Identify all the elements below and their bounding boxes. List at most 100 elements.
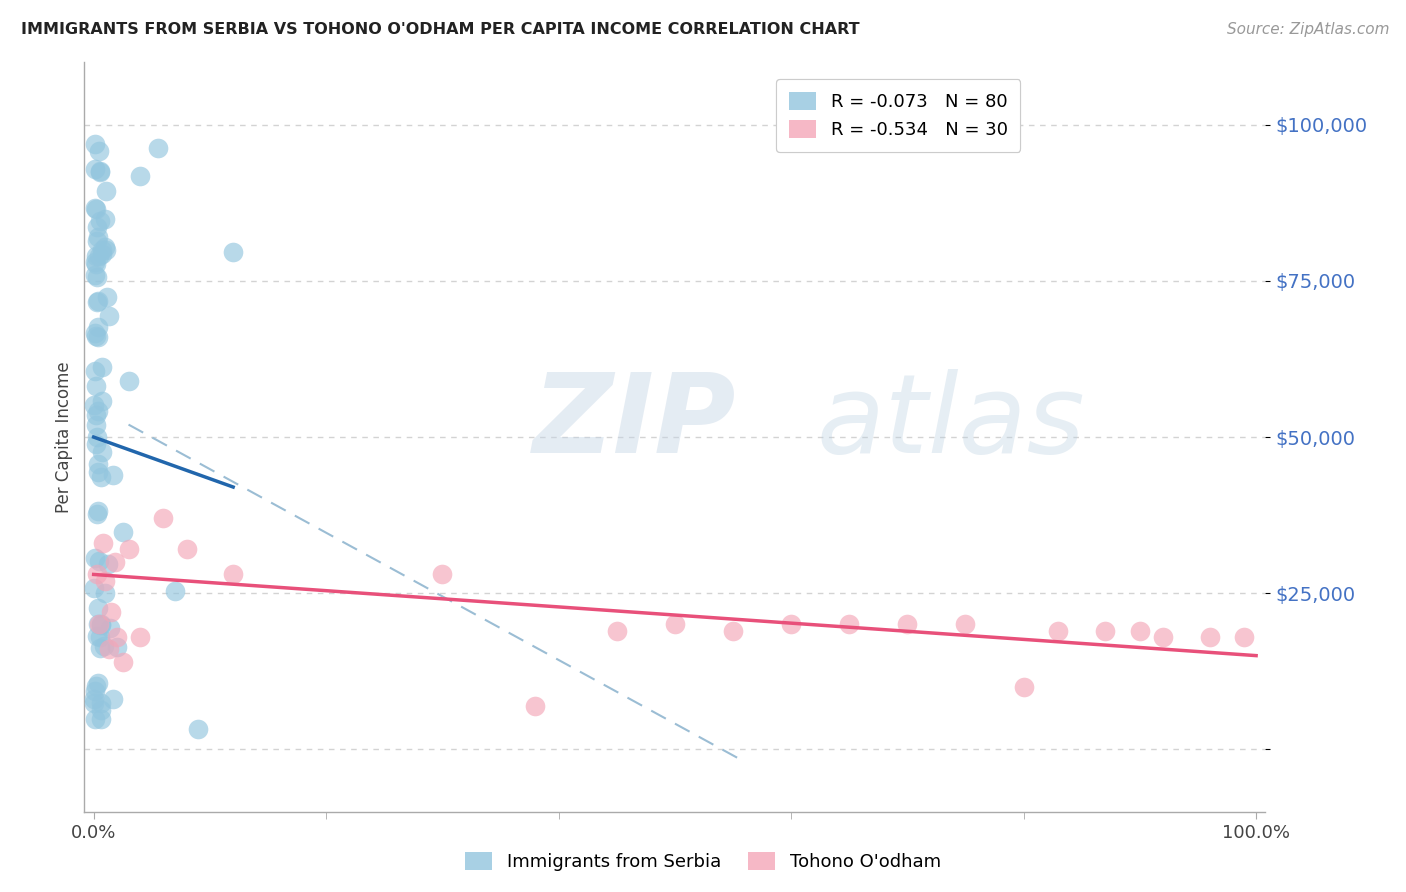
Point bbox=[84, 417, 107, 432]
Point bbox=[86, 628, 108, 642]
Point bbox=[94, 574, 117, 588]
Point bbox=[83, 136, 105, 151]
Point bbox=[86, 507, 108, 521]
Point bbox=[83, 692, 105, 706]
Point bbox=[101, 692, 124, 706]
Point bbox=[606, 624, 628, 638]
Point bbox=[86, 430, 108, 444]
Point bbox=[86, 567, 108, 582]
Text: IMMIGRANTS FROM SERBIA VS TOHONO O'ODHAM PER CAPITA INCOME CORRELATION CHART: IMMIGRANTS FROM SERBIA VS TOHONO O'ODHAM… bbox=[21, 22, 859, 37]
Point bbox=[163, 583, 186, 598]
Point bbox=[87, 330, 110, 344]
Point bbox=[89, 641, 111, 656]
Point bbox=[84, 161, 107, 176]
Point bbox=[87, 249, 110, 263]
Point bbox=[1012, 680, 1035, 694]
Point bbox=[90, 618, 112, 632]
Point bbox=[84, 364, 107, 378]
Point bbox=[103, 467, 125, 482]
Point bbox=[86, 457, 108, 471]
Text: Source: ZipAtlas.com: Source: ZipAtlas.com bbox=[1226, 22, 1389, 37]
Point bbox=[83, 398, 105, 412]
Point bbox=[91, 445, 114, 459]
Point bbox=[84, 679, 107, 693]
Point bbox=[83, 255, 105, 269]
Point bbox=[100, 605, 122, 619]
Text: ZIP: ZIP bbox=[533, 368, 737, 475]
Point bbox=[90, 712, 112, 726]
Point bbox=[89, 554, 111, 568]
Point bbox=[432, 567, 454, 582]
Point bbox=[955, 617, 977, 632]
Point bbox=[87, 504, 110, 518]
Point bbox=[86, 202, 108, 217]
Point bbox=[97, 557, 120, 571]
Point bbox=[87, 404, 110, 418]
Point bbox=[129, 169, 152, 184]
Point bbox=[83, 696, 105, 710]
Point bbox=[91, 360, 114, 375]
Point bbox=[89, 213, 111, 227]
Point bbox=[111, 524, 134, 539]
Point bbox=[129, 630, 152, 644]
Point bbox=[1198, 630, 1220, 644]
Point bbox=[84, 248, 107, 262]
Point bbox=[98, 621, 121, 635]
Point bbox=[83, 326, 105, 340]
Point bbox=[87, 294, 110, 309]
Point bbox=[146, 141, 169, 155]
Point bbox=[86, 269, 108, 284]
Point bbox=[105, 630, 128, 644]
Point bbox=[97, 642, 120, 657]
Point bbox=[94, 586, 117, 600]
Point bbox=[90, 703, 112, 717]
Point bbox=[93, 640, 115, 654]
Point bbox=[84, 437, 107, 451]
Point bbox=[780, 617, 803, 632]
Point bbox=[152, 511, 174, 525]
Point bbox=[91, 243, 114, 257]
Point bbox=[524, 698, 547, 713]
Point bbox=[84, 408, 107, 422]
Point bbox=[89, 617, 111, 632]
Point bbox=[87, 675, 110, 690]
Y-axis label: Per Capita Income: Per Capita Income bbox=[55, 361, 73, 513]
Point bbox=[87, 617, 110, 632]
Point bbox=[84, 683, 107, 698]
Point bbox=[90, 470, 112, 484]
Point bbox=[86, 235, 108, 249]
Point bbox=[90, 617, 112, 632]
Point bbox=[222, 245, 245, 260]
Point bbox=[96, 290, 118, 304]
Point bbox=[89, 165, 111, 179]
Point bbox=[87, 600, 110, 615]
Point bbox=[187, 722, 209, 736]
Point bbox=[1129, 624, 1152, 638]
Point bbox=[84, 268, 107, 282]
Point bbox=[1094, 624, 1116, 638]
Point bbox=[664, 617, 686, 632]
Point bbox=[97, 309, 120, 323]
Point bbox=[105, 640, 128, 654]
Point bbox=[87, 466, 110, 480]
Point bbox=[117, 374, 139, 388]
Point bbox=[117, 542, 139, 557]
Point bbox=[91, 394, 114, 409]
Point bbox=[91, 536, 114, 550]
Point bbox=[94, 184, 117, 198]
Point bbox=[89, 630, 111, 644]
Point bbox=[87, 320, 110, 334]
Point bbox=[90, 696, 112, 710]
Point bbox=[176, 542, 198, 557]
Point bbox=[1233, 630, 1256, 644]
Point bbox=[87, 144, 110, 158]
Point bbox=[86, 220, 108, 235]
Point bbox=[94, 211, 117, 226]
Point bbox=[1047, 624, 1070, 638]
Point bbox=[721, 624, 744, 638]
Point bbox=[103, 555, 125, 569]
Point bbox=[84, 329, 107, 343]
Point bbox=[111, 655, 134, 669]
Point bbox=[83, 581, 105, 595]
Point bbox=[86, 295, 108, 310]
